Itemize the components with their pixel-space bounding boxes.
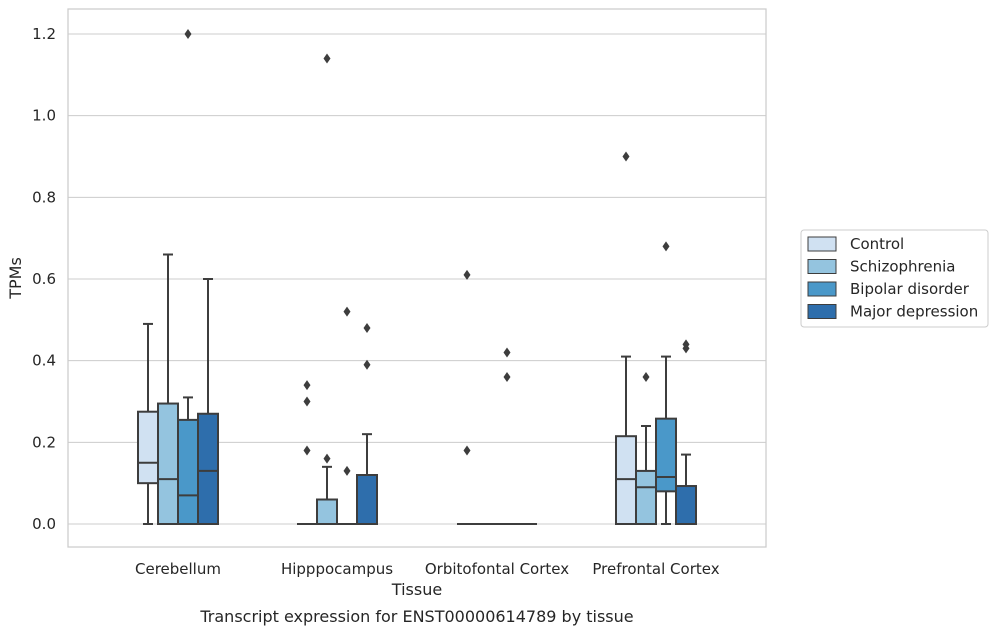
box-0-1 <box>297 380 317 525</box>
box-0-2 <box>457 269 477 525</box>
box-2-0 <box>177 29 199 525</box>
plot-frame <box>67 8 767 548</box>
flier-0 <box>363 359 371 370</box>
flier-0 <box>503 372 511 382</box>
box-1-3 <box>635 372 657 525</box>
box-iqr <box>177 418 199 525</box>
flier-0 <box>303 445 311 456</box>
flier-0 <box>642 372 650 382</box>
box-iqr <box>137 410 159 485</box>
box-iqr <box>197 412 219 525</box>
x-tick-labels: Cerebellum Hipppocampus Orbitofontal Corte… <box>135 560 720 578</box>
box-iqr <box>356 474 378 525</box>
x-tick-label-2: Orbitofontal Cortex <box>425 560 569 578</box>
flier-2 <box>303 380 311 391</box>
flier-0 <box>662 241 670 252</box>
box-iqr <box>157 402 179 525</box>
legend-label-3: Major depression <box>850 303 978 321</box>
flier-1 <box>303 396 311 407</box>
x-tick-label-0: Cerebellum <box>135 560 221 578</box>
box-2-1 <box>337 306 357 525</box>
box-iqr <box>316 498 338 525</box>
flier-1 <box>343 306 351 317</box>
y-tick-label-6: 1.2 <box>32 25 56 43</box>
box-0-0 <box>137 322 159 525</box>
flier-0 <box>622 151 630 162</box>
y-axis-label: TPMs <box>6 257 25 300</box>
y-tick-label-5: 1.0 <box>32 107 56 125</box>
y-tick-label-2: 0.4 <box>32 352 56 370</box>
flier-1 <box>463 269 471 280</box>
box-1-1 <box>316 53 338 525</box>
box-2-2 <box>497 347 517 525</box>
flier-1 <box>323 53 331 64</box>
flier-1 <box>682 339 690 350</box>
y-tick-label-0: 0.0 <box>32 515 56 533</box>
legend-label-1: Schizophrenia <box>850 258 955 276</box>
legend-swatch-0 <box>807 236 837 252</box>
box-3-1 <box>356 323 378 525</box>
legend-swatch-3 <box>807 304 837 319</box>
flier-0 <box>323 453 331 464</box>
flier-0 <box>343 465 351 476</box>
legend: Control Schizophrenia Bipolar disorder Majo… <box>800 229 989 328</box>
y-tick-label-3: 0.6 <box>32 270 56 288</box>
x-tick-label-3: Prefrontal Cortex <box>592 560 719 578</box>
legend-label-2: Bipolar disorder <box>850 280 970 298</box>
legend-label-0: Control <box>850 235 904 253</box>
box-3-0 <box>197 278 219 525</box>
box-0-3 <box>615 151 637 526</box>
y-tick-labels: 0.0 0.2 0.4 0.6 0.8 1.0 1.2 <box>32 25 56 533</box>
box-2-3 <box>655 241 677 525</box>
legend-swatch-1 <box>807 259 837 274</box>
box-iqr <box>655 417 677 493</box>
y-tick-label-1: 0.2 <box>32 433 56 451</box>
x-axis-label: Tissue <box>391 580 442 599</box>
y-tick-label-4: 0.8 <box>32 188 56 206</box>
box-3-3 <box>675 339 697 525</box>
flier-1 <box>503 347 511 358</box>
x-tick-label-1: Hipppocampus <box>281 560 393 578</box>
flier-1 <box>363 323 371 333</box>
legend-frame <box>800 229 989 328</box>
flier-0 <box>184 29 192 39</box>
box-iqr <box>615 435 637 526</box>
boxes <box>137 29 697 526</box>
flier-0 <box>463 445 471 456</box>
chart-title: Transcript expression for ENST0000061478… <box>199 607 633 626</box>
box-iqr <box>635 469 657 525</box>
box-iqr <box>675 485 697 525</box>
legend-swatch-2 <box>807 281 837 297</box>
